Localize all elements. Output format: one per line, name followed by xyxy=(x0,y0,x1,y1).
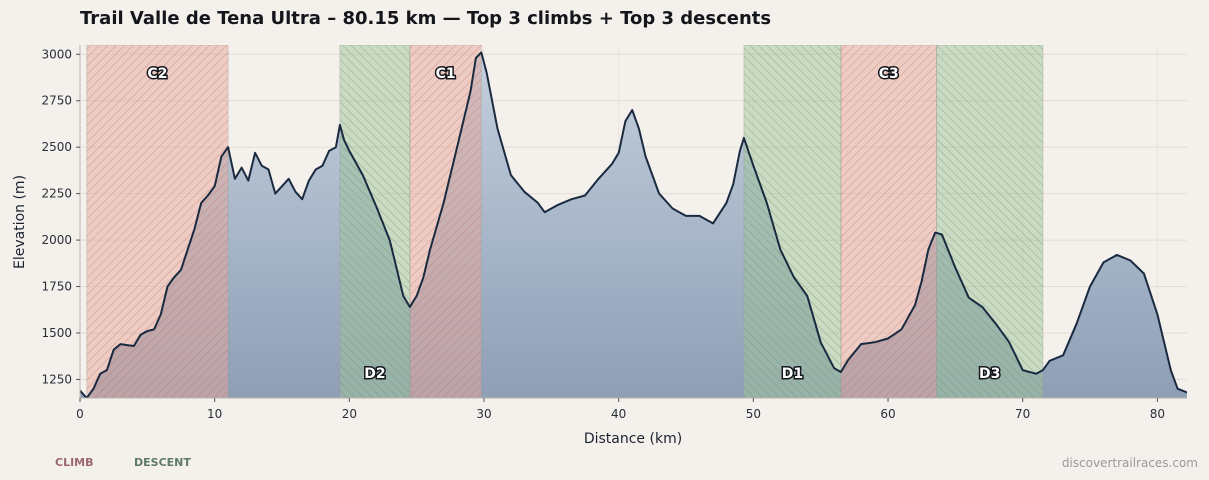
descent-band-hatch xyxy=(936,45,1043,398)
y-tick-label: 2750 xyxy=(41,94,72,108)
y-tick-label: 1750 xyxy=(41,280,72,294)
segment-label: C1 xyxy=(436,66,456,82)
climb-band-hatch xyxy=(409,45,482,398)
x-tick-label: 20 xyxy=(342,407,357,421)
segment-label: D1 xyxy=(782,366,803,382)
climb-band-hatch xyxy=(840,45,937,398)
x-axis-label: Distance (km) xyxy=(584,431,682,447)
x-tick-label: 50 xyxy=(746,407,761,421)
descent-band-hatch xyxy=(339,45,410,398)
x-tick-label: 70 xyxy=(1015,407,1030,421)
segment-label: D2 xyxy=(364,366,385,382)
x-tick-label: 30 xyxy=(476,407,491,421)
legend-climb: CLIMB xyxy=(55,456,94,469)
x-tick-label: 80 xyxy=(1150,407,1165,421)
elevation-line xyxy=(80,51,1187,398)
y-tick-label: 3000 xyxy=(41,47,72,61)
segment-label: C3 xyxy=(879,66,899,82)
x-tick-label: 10 xyxy=(207,407,222,421)
y-tick-label: 2500 xyxy=(41,140,72,154)
y-tick-label: 1500 xyxy=(41,326,72,340)
y-tick-label: 2250 xyxy=(41,187,72,201)
x-tick-label: 0 xyxy=(76,407,84,421)
x-tick-label: 40 xyxy=(611,407,626,421)
climb-band-hatch xyxy=(86,45,229,398)
y-axis-label: Elevation (m) xyxy=(12,175,28,269)
descent-band-hatch xyxy=(743,45,841,398)
x-tick-label: 60 xyxy=(880,407,895,421)
chart-title: Trail Valle de Tena Ultra – 80.15 km — T… xyxy=(80,8,772,29)
segment-label: D3 xyxy=(979,366,1000,382)
credit-text: discovertrailraces.com xyxy=(1061,456,1198,470)
y-tick-label: 1250 xyxy=(41,372,72,386)
y-tick-label: 2000 xyxy=(41,233,72,247)
segment-label: C2 xyxy=(147,66,167,82)
legend-descent: DESCENT xyxy=(134,456,191,469)
